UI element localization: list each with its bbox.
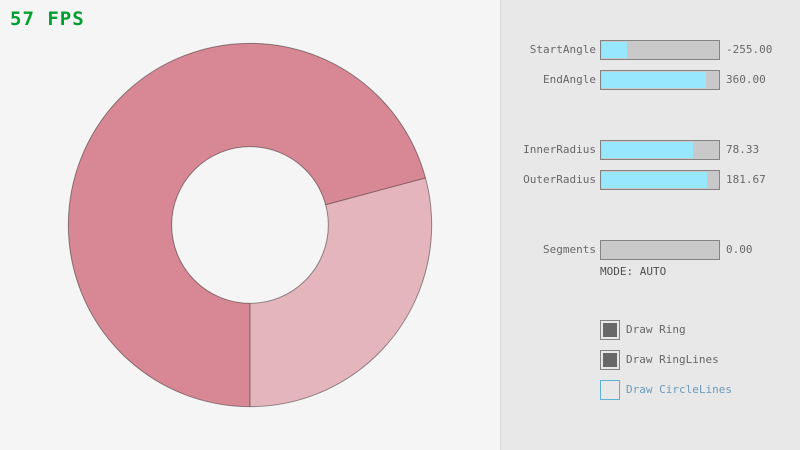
- slider-fill-innerradius: [602, 142, 693, 158]
- slider-label-segments: Segments: [543, 243, 596, 256]
- checkbox-row-draw-ring: Draw Ring: [0, 320, 800, 340]
- slider-row-endangle: EndAngle 360.00: [0, 70, 800, 90]
- ring-seam-line-upper-right: [325, 177, 426, 206]
- checkbox-draw-ring[interactable]: [600, 320, 620, 340]
- slider-endangle[interactable]: [600, 70, 720, 90]
- ring-inner-line: [171, 146, 329, 304]
- slider-startangle[interactable]: [600, 40, 720, 60]
- checkbox-draw-circlelines[interactable]: [600, 380, 620, 400]
- slider-label-outerradius: OuterRadius: [523, 173, 596, 186]
- checkbox-row-draw-circlelines: Draw CircleLines: [0, 380, 800, 400]
- mode-text: MODE: AUTO: [600, 265, 667, 278]
- check-mark: [603, 323, 617, 337]
- slider-row-segments: Segments 0.00: [0, 240, 800, 260]
- slider-fill-startangle: [602, 42, 628, 58]
- checkbox-draw-ringlines[interactable]: [600, 350, 620, 370]
- ring-overlap-sector: [68, 43, 426, 407]
- fps-counter: 57 FPS: [10, 8, 85, 30]
- slider-label-endangle: EndAngle: [543, 73, 596, 86]
- slider-fill-endangle: [602, 72, 707, 88]
- checkbox-row-draw-ringlines: Draw RingLines: [0, 350, 800, 370]
- slider-fill-outerradius: [602, 172, 708, 188]
- checkbox-label-draw-ringlines: Draw RingLines: [626, 353, 719, 366]
- slider-row-innerradius: InnerRadius 78.33: [0, 140, 800, 160]
- ring-figure: [67, 42, 433, 408]
- slider-row-outerradius: OuterRadius 181.67: [0, 170, 800, 190]
- slider-value-startangle: -255.00: [726, 43, 773, 56]
- checkbox-label-draw-ring: Draw Ring: [626, 323, 686, 336]
- slider-value-innerradius: 78.33: [726, 143, 760, 156]
- slider-row-startangle: StartAngle -255.00: [0, 40, 800, 60]
- ring-outer-line: [67, 42, 433, 408]
- slider-label-innerradius: InnerRadius: [523, 143, 596, 156]
- slider-label-startangle: StartAngle: [529, 43, 596, 56]
- ring-base: [68, 43, 432, 407]
- slider-innerradius[interactable]: [600, 140, 720, 160]
- slider-value-segments: 0.00: [726, 243, 753, 256]
- checkbox-label-draw-circlelines: Draw CircleLines: [626, 383, 732, 396]
- slider-value-endangle: 360.00: [726, 73, 766, 86]
- slider-value-outerradius: 181.67: [726, 173, 766, 186]
- check-mark: [603, 353, 617, 367]
- slider-outerradius[interactable]: [600, 170, 720, 190]
- slider-segments[interactable]: [600, 240, 720, 260]
